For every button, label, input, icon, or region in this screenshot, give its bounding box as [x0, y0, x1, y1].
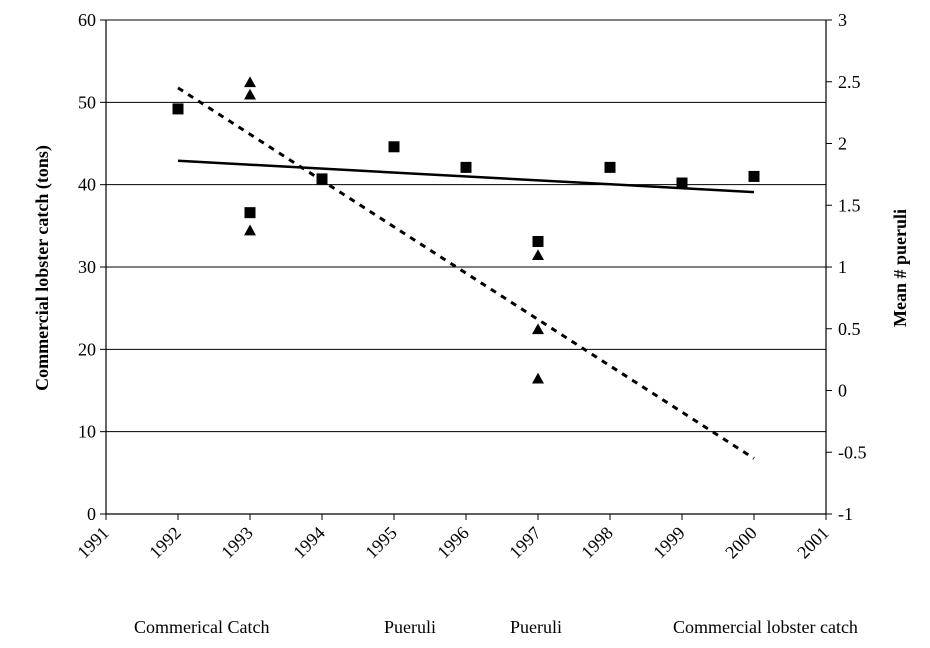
- y-left-axis-title: Commercial lobster catch (tons): [32, 145, 53, 391]
- y-right-tick-label: 0.5: [838, 319, 861, 339]
- x-tick-label: 1998: [577, 523, 617, 563]
- catch-point: [676, 177, 688, 189]
- catch-point: [172, 103, 184, 115]
- pueruli-point: [244, 88, 256, 100]
- catch-point: [748, 170, 760, 182]
- pueruli-point: [532, 323, 544, 335]
- pueruli-point: [532, 372, 544, 384]
- y-left-tick-label: 20: [78, 339, 96, 359]
- grid-lines: [106, 19, 826, 433]
- legend-label: Commercial lobster catch: [673, 617, 858, 637]
- y-right-tick-label: 2: [838, 134, 847, 154]
- y-left-tick-label: 40: [78, 175, 96, 195]
- trend-lines: [177, 86, 755, 460]
- x-tick-label: 2000: [721, 523, 761, 563]
- y-right-tick-label: -0.5: [838, 442, 867, 462]
- y-right-tick-label: -1: [838, 504, 853, 524]
- x-tick-label: 1999: [649, 523, 689, 563]
- legend-label: Pueruli: [510, 617, 562, 637]
- x-tick-label: 1996: [433, 523, 473, 563]
- catch-point: [316, 173, 328, 185]
- x-tick-label: 1995: [361, 523, 401, 563]
- x-tick-label: 1991: [73, 523, 113, 563]
- y-right-tick-label: 3: [838, 10, 847, 30]
- catch-point: [244, 207, 256, 219]
- tick-labels: 0 10 20 30 40 50 60 -1 -0.5 0 0.5 1 1.5 2 2.5 3 1991 1992…: [73, 10, 866, 562]
- catch-point: [460, 161, 472, 173]
- catch-point: [532, 235, 544, 247]
- y-right-axis-title: Mean # pueruli: [890, 209, 910, 327]
- pueruli-point: [244, 76, 256, 88]
- legend-label: Pueruli: [384, 617, 436, 637]
- y-right-tick-label: 1.5: [838, 195, 861, 215]
- y-right-tick-label: 2.5: [838, 72, 861, 92]
- pueruli-point: [532, 249, 544, 261]
- pueruli-trendline: [177, 86, 755, 460]
- x-tick-label: 1992: [145, 523, 185, 563]
- catch-point: [604, 161, 616, 173]
- x-tick-label: 1997: [505, 523, 545, 563]
- y-left-tick-label: 0: [87, 504, 96, 524]
- y-left-tick-label: 10: [78, 422, 96, 442]
- y-left-tick-label: 60: [78, 10, 96, 30]
- y-right-tick-label: 0: [838, 381, 847, 401]
- legend: Commerical Catch Pueruli Pueruli Commercial…: [134, 617, 858, 637]
- data-markers: [172, 76, 760, 384]
- x-tick-label: 1994: [289, 523, 329, 563]
- x-tick-label: 2001: [793, 523, 833, 563]
- legend-label: Commerical Catch: [134, 617, 269, 637]
- y-left-tick-label: 30: [78, 257, 96, 277]
- y-right-tick-label: 1: [838, 257, 847, 277]
- pueruli-point: [244, 224, 256, 236]
- y-left-tick-label: 50: [78, 92, 96, 112]
- x-tick-label: 1993: [217, 523, 257, 563]
- catch-point: [388, 141, 400, 153]
- catch-trendline: [177, 159, 755, 194]
